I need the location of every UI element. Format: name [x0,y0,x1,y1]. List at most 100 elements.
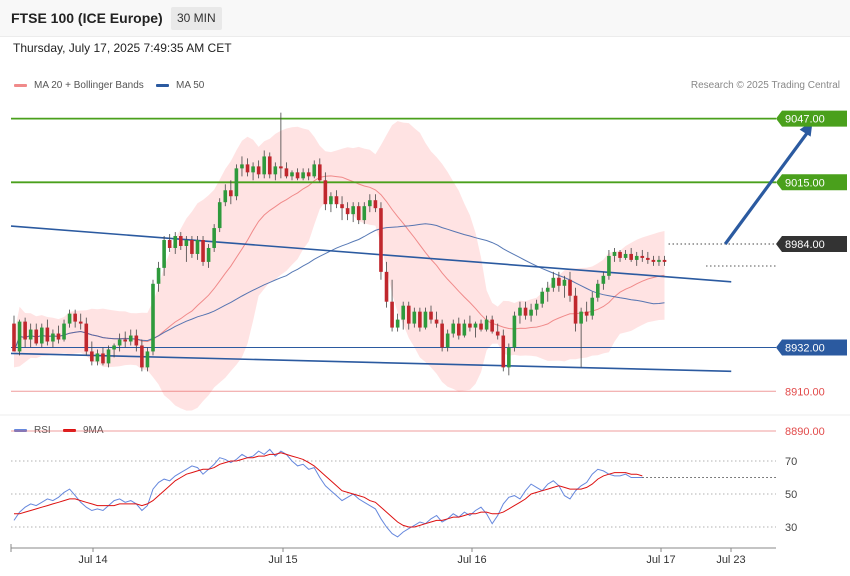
candle-body [318,164,322,181]
candle [423,307,428,330]
candle-body [512,315,517,348]
candle [334,190,339,209]
candle-body [557,277,561,286]
candle [267,152,272,179]
chart-header: FTSE 100 (ICE Europe) 30 MIN [0,0,850,37]
legend-ma20-bb: MA 20 + Bollinger Bands [14,80,144,91]
candle-body [457,323,461,336]
candle [173,232,178,254]
candle-body [423,311,428,328]
candle-body [179,236,183,246]
candle-body [518,307,522,316]
candle [356,202,361,225]
candle [17,319,22,356]
candle-body [201,240,205,262]
candle [368,194,372,213]
candle [156,261,161,292]
candle-body [223,190,228,203]
candle [540,287,544,308]
price-tag-text: 8984.00 [785,239,825,251]
price-tag-8910.00: 8910.00 [785,386,825,398]
candle [573,287,578,332]
price-tag-9015.00: 9015.00 [776,174,847,191]
moving-averages [13,175,665,352]
candle [106,345,111,368]
candle [534,299,539,316]
candle [195,236,200,260]
candle-body [45,327,50,342]
candle-body [501,335,506,368]
candle-body [40,327,44,344]
legend-rsi-ma: 9MA [63,425,104,436]
candle-body [195,240,200,254]
forecast-arrow-shaft [723,128,811,245]
candle [379,202,383,280]
candle [457,317,461,340]
candle-body [629,253,633,260]
candle-body [390,301,394,328]
candle-body [229,190,233,197]
candle [95,349,100,366]
candle [329,192,333,213]
candle-body [651,259,656,262]
candle [634,251,639,266]
candle [512,311,517,352]
candle-body [217,202,222,229]
candle [545,281,550,302]
candle-body [646,257,650,260]
candle-body [245,164,250,173]
candle [562,275,567,298]
candle-body [640,255,645,258]
candle [601,271,606,290]
candle-body [568,279,572,296]
candle [62,319,66,342]
candle [484,315,489,332]
time-tick-label: Jul 14 [78,554,107,566]
candle-body [462,323,467,336]
candle-body [356,206,361,221]
candle [223,184,228,207]
candle [251,162,255,181]
candle-body [73,313,77,322]
candle-body [140,345,144,368]
candle [179,232,183,250]
legend-ma50: MA 50 [156,80,204,91]
candle [523,301,528,320]
candle [490,315,494,334]
candle-body [56,333,61,340]
candle [312,160,317,179]
price-tag-text: 9047.00 [785,114,825,126]
candle-body [306,172,311,177]
time-tick-label: Jul 16 [457,554,486,566]
candle-body [468,323,472,328]
candle-body [445,333,450,348]
candle [395,313,400,332]
candle [451,319,456,338]
timeframe-badge[interactable]: 30 MIN [171,7,222,30]
candle [362,202,367,225]
candle [273,162,278,181]
candle-body [662,259,667,262]
candle [28,323,33,348]
candle [295,168,300,181]
candle [145,347,150,372]
candle [440,319,444,352]
price-tag-bg [776,110,847,127]
candle [12,315,16,352]
candle [406,301,411,330]
candle [473,321,478,338]
candle-body [190,240,194,254]
candle-body [490,319,494,332]
candle-body [17,321,22,352]
candle-body [540,291,544,304]
candle [140,339,144,372]
candle-body [440,323,444,348]
candle [212,224,216,252]
candle [623,249,628,260]
candle [596,279,600,302]
candle [301,168,305,181]
candle-body [379,208,383,272]
candle [151,279,155,356]
candle [340,196,344,221]
